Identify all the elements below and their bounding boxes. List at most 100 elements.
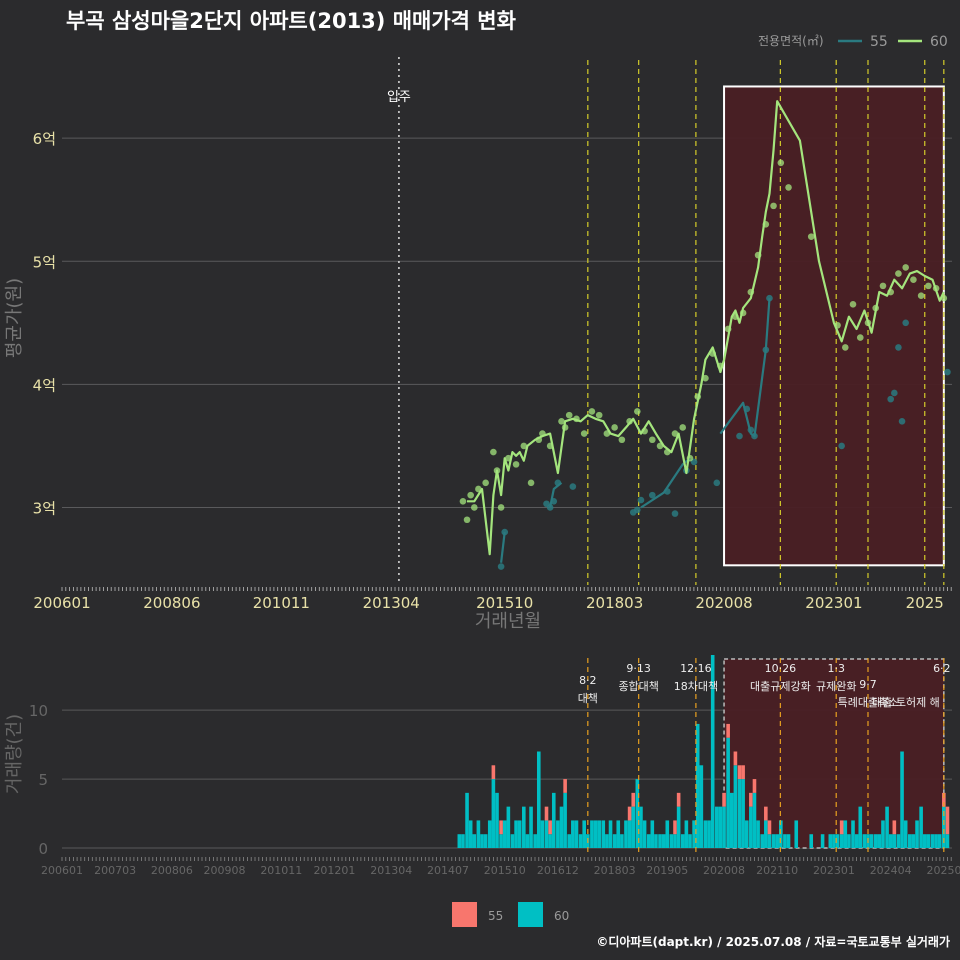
bar-60	[771, 834, 776, 848]
bar-60	[907, 834, 912, 848]
bar-60	[900, 751, 904, 848]
point-60	[841, 344, 849, 351]
volume-x-tick: 201510	[484, 864, 526, 877]
bar-60	[775, 834, 779, 848]
bar-55	[676, 792, 681, 807]
policy-label: 대책	[578, 692, 598, 705]
bar-55	[673, 820, 677, 835]
policy-label: 특례대출축소	[838, 696, 899, 709]
point-60	[490, 448, 497, 456]
bar-55	[491, 765, 496, 780]
bar-60	[710, 655, 715, 848]
bar-60	[783, 834, 787, 848]
bar-60	[525, 834, 530, 848]
y-tick-label: 4억	[33, 376, 56, 394]
x-tick-label: 200806	[143, 594, 200, 612]
point-60	[595, 411, 603, 419]
point-60	[558, 417, 565, 425]
bar-60	[544, 820, 549, 848]
volume-x-tick: 201612	[537, 864, 579, 877]
bar-60	[472, 834, 477, 848]
point-55	[569, 483, 577, 490]
point-55	[887, 395, 894, 403]
point-60	[671, 430, 679, 437]
policy-label: 18차대책	[674, 680, 718, 693]
bar-55	[741, 765, 745, 780]
bar-55	[752, 779, 757, 793]
bar-60	[922, 834, 927, 848]
bar-60	[820, 834, 825, 848]
bar-60	[926, 834, 931, 848]
volume-chart: 0 5 10 8·2 대책 9·13 종합대책 12·16 18차대책 10·26 대출규제강화 1·…	[29, 655, 960, 877]
bar-60	[726, 737, 730, 848]
price-chart: 3억 4억 5억 6억 입주 200601 200806 201011 201304 201510…	[33, 57, 952, 612]
bar-60	[483, 834, 488, 848]
bar-60	[862, 834, 867, 848]
point-60	[856, 334, 864, 341]
bar-60	[491, 779, 496, 848]
move-in-label: 입주	[387, 90, 411, 105]
bar-60	[779, 820, 783, 848]
bar-60	[703, 820, 708, 848]
bar-55	[631, 792, 636, 807]
bar-60	[733, 765, 738, 848]
point-60	[482, 479, 489, 487]
volume-x-tick: 201905	[646, 864, 688, 877]
series-line-55	[719, 298, 771, 438]
volume-x-tick: 201011	[260, 864, 302, 877]
bar-60	[658, 834, 662, 848]
bar-60	[468, 820, 473, 848]
bar-55	[942, 792, 946, 807]
bar-60	[888, 834, 893, 848]
volume-x-tick: 201201	[313, 864, 355, 877]
bar-60	[574, 820, 579, 848]
legend-swatch-55	[452, 902, 477, 927]
y-tick-label: 6억	[33, 130, 56, 148]
point-60	[925, 282, 932, 290]
point-60	[512, 461, 520, 468]
bar-55	[945, 806, 950, 835]
point-55	[944, 368, 951, 376]
point-55	[649, 491, 656, 499]
point-60	[910, 276, 917, 284]
bar-60	[919, 806, 923, 848]
bar-60	[752, 792, 757, 848]
bar-60	[536, 751, 541, 848]
y-tick-label: 5억	[33, 253, 56, 271]
bar-55	[749, 792, 753, 807]
bar-60	[828, 834, 833, 848]
point-60	[611, 424, 618, 431]
y-tick-label: 3억	[33, 499, 56, 517]
point-60	[849, 301, 857, 308]
point-60	[580, 430, 588, 437]
volume-legend-label-60: 60	[554, 909, 569, 923]
volume-x-tick: 200908	[204, 864, 246, 877]
point-55	[766, 294, 773, 302]
policy-label: 대출 토허제 해	[872, 695, 940, 709]
bar-60	[903, 820, 908, 848]
point-60	[649, 436, 656, 444]
bar-60	[684, 820, 689, 848]
x-tick-label: 202008	[695, 594, 752, 612]
bar-60	[571, 820, 575, 848]
bar-55	[544, 806, 549, 821]
bar-55	[563, 779, 567, 793]
bar-60	[506, 806, 511, 848]
volume-x-tick: 200601	[41, 864, 83, 877]
bar-60	[540, 820, 545, 848]
volume-x-tick: 202404	[870, 864, 912, 877]
point-60	[702, 374, 709, 382]
bar-60	[692, 820, 696, 848]
bar-60	[597, 820, 601, 848]
bar-60	[843, 820, 848, 848]
bar-60	[487, 820, 492, 848]
x-tick-label: 202301	[805, 594, 862, 612]
point-55	[634, 506, 641, 514]
point-60	[777, 159, 785, 167]
volume-highlight	[723, 658, 945, 849]
policy-date: 9·7	[859, 678, 877, 691]
bar-60	[654, 834, 658, 848]
policy-date: 12·16	[680, 662, 712, 675]
bar-60	[794, 820, 799, 848]
